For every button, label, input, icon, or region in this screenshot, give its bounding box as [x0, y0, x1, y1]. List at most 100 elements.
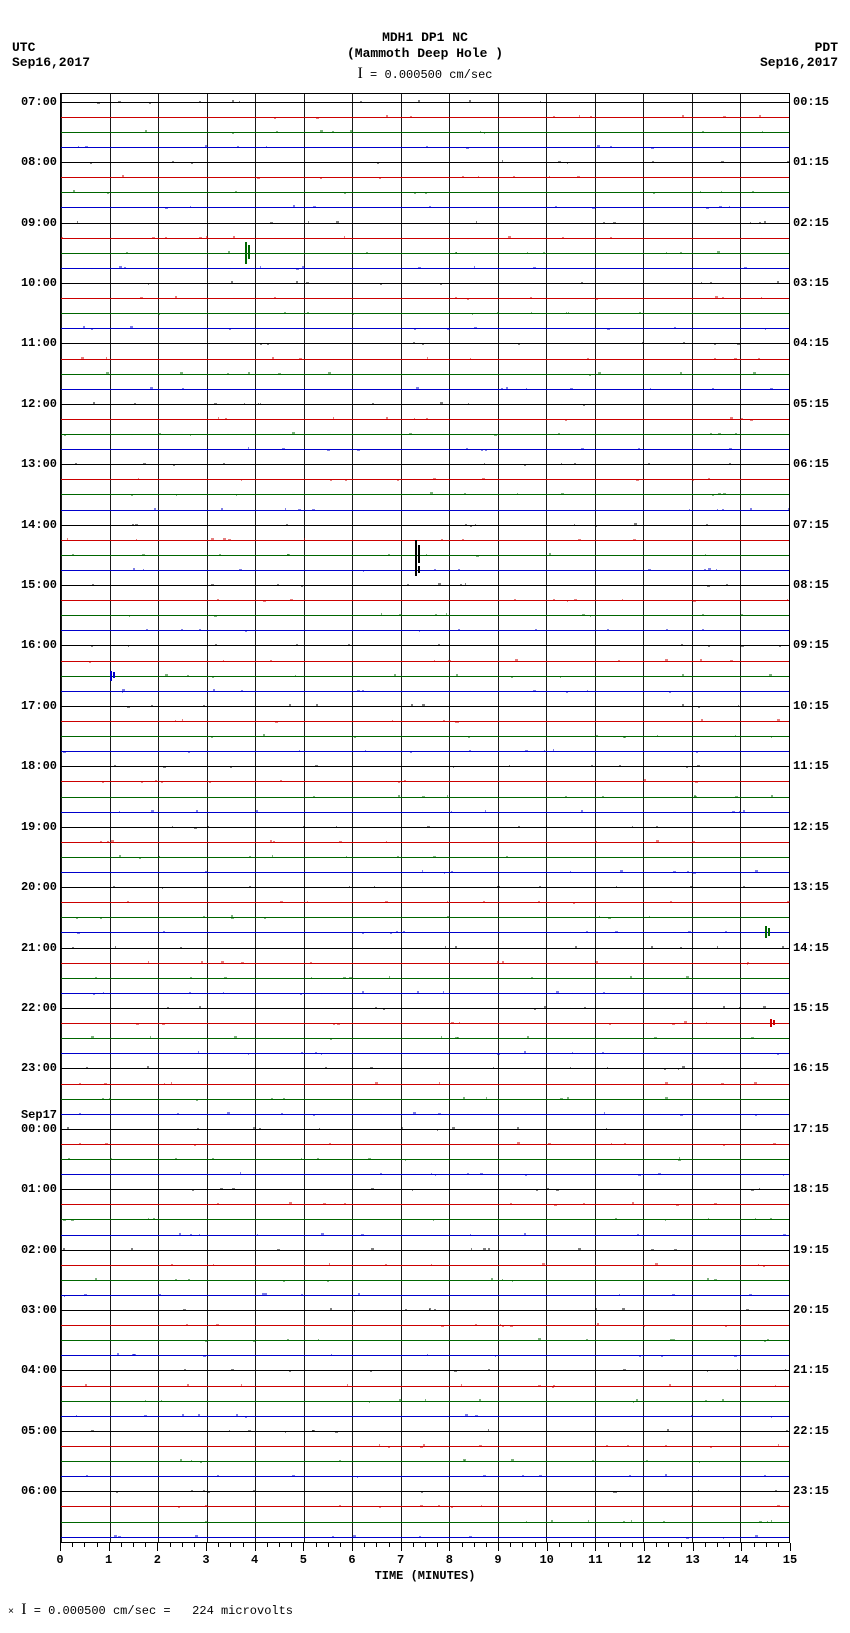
trace-noise: [203, 705, 204, 707]
trace-noise: [561, 493, 564, 495]
trace-row: [61, 751, 789, 752]
trace-noise: [198, 1414, 199, 1416]
trace-noise: [394, 674, 396, 676]
trace-noise: [313, 796, 315, 798]
y-label-left: 01:00: [21, 1182, 61, 1196]
trace-row: [61, 1250, 789, 1251]
y-label-left: 02:00: [21, 1243, 61, 1257]
trace-noise: [552, 1386, 554, 1388]
x-tick-label: 1: [105, 1553, 112, 1567]
trace-noise: [630, 976, 632, 978]
header: UTC Sep16,2017 PDT Sep16,2017 MDH1 DP1 N…: [0, 0, 850, 83]
trace-noise: [469, 100, 471, 102]
trace-noise: [721, 161, 724, 163]
trace-row: [61, 827, 789, 828]
trace-row: [61, 1144, 789, 1145]
trace-noise: [155, 780, 157, 782]
trace-noise: [586, 931, 588, 933]
trace-noise: [592, 1460, 594, 1462]
trace-noise: [497, 961, 499, 963]
y-label-right: 20:15: [789, 1303, 829, 1317]
x-tick-minor: [510, 1543, 511, 1547]
trace-row: [61, 510, 789, 511]
trace-noise: [289, 704, 291, 706]
trace-noise: [750, 419, 753, 421]
trace-noise: [458, 569, 460, 571]
trace-noise: [753, 372, 756, 374]
trace-noise: [627, 1445, 629, 1447]
trace-noise: [91, 645, 93, 647]
grid-vline: [789, 94, 790, 1542]
trace-noise: [483, 1248, 485, 1250]
trace-noise: [623, 1521, 625, 1523]
trace-noise: [298, 509, 301, 511]
y-label-left: 12:00: [21, 397, 61, 411]
trace-noise: [779, 645, 781, 647]
trace-noise: [217, 1203, 219, 1205]
trace-noise: [151, 705, 154, 707]
trace-noise: [758, 1264, 759, 1266]
trace-noise: [283, 1280, 286, 1282]
trace-noise: [682, 674, 684, 676]
trace-noise: [690, 886, 693, 888]
x-tick-minor: [620, 1543, 621, 1547]
trace-noise: [613, 222, 615, 224]
trace-noise: [700, 659, 703, 661]
trace-noise: [782, 946, 784, 948]
x-tick-major: [401, 1543, 402, 1551]
trace-noise: [610, 146, 612, 148]
trace-noise: [263, 600, 265, 602]
trace-noise: [460, 584, 461, 586]
trace-noise: [511, 676, 513, 678]
trace-noise: [747, 963, 749, 965]
trace-noise: [478, 176, 479, 178]
trace-noise: [524, 1051, 526, 1053]
trace-noise: [318, 1339, 319, 1341]
trace-noise: [71, 1219, 74, 1221]
trace-noise: [672, 1294, 675, 1296]
trace-noise: [741, 645, 743, 647]
x-axis: TIME (MINUTES) 0123456789101112131415: [60, 1543, 790, 1583]
trace-noise: [438, 644, 439, 646]
trace-noise: [127, 901, 129, 903]
y-label-left: 10:00: [21, 276, 61, 290]
trace-noise: [267, 343, 269, 345]
trace-noise: [258, 403, 260, 405]
trace-noise: [606, 1445, 608, 1447]
trace-noise: [434, 660, 435, 662]
trace-noise: [637, 1234, 638, 1236]
trace-noise: [665, 1082, 668, 1084]
trace-noise: [306, 282, 308, 284]
trace-noise: [212, 676, 215, 678]
trace-noise: [153, 1218, 155, 1220]
trace-noise: [320, 130, 322, 132]
trace-noise: [287, 1339, 288, 1341]
trace-noise: [680, 252, 682, 254]
trace-noise: [583, 1203, 584, 1205]
trace-noise: [447, 795, 449, 797]
trace-noise: [553, 116, 555, 118]
trace-noise: [737, 343, 740, 345]
trace-noise: [567, 162, 568, 164]
trace-noise: [773, 1143, 776, 1145]
trace-noise: [783, 1234, 786, 1236]
trace-noise: [260, 403, 262, 405]
trace-noise: [253, 1340, 255, 1342]
trace-noise: [526, 388, 527, 390]
trace-noise: [97, 102, 100, 104]
trace-noise: [381, 613, 383, 615]
trace-noise: [743, 810, 745, 812]
trace-noise: [228, 251, 230, 253]
trace-noise: [452, 1127, 454, 1129]
trace-noise: [705, 1400, 707, 1402]
trace-noise: [609, 1023, 610, 1025]
trace-noise: [386, 417, 388, 419]
trace-noise: [91, 328, 93, 330]
trace-noise: [392, 720, 393, 722]
trace-noise: [437, 1129, 438, 1131]
trace-row: [61, 268, 789, 269]
trace-noise: [759, 222, 761, 224]
trace-noise: [199, 1234, 200, 1236]
x-axis-title: TIME (MINUTES): [60, 1543, 790, 1583]
trace-noise: [513, 176, 515, 178]
